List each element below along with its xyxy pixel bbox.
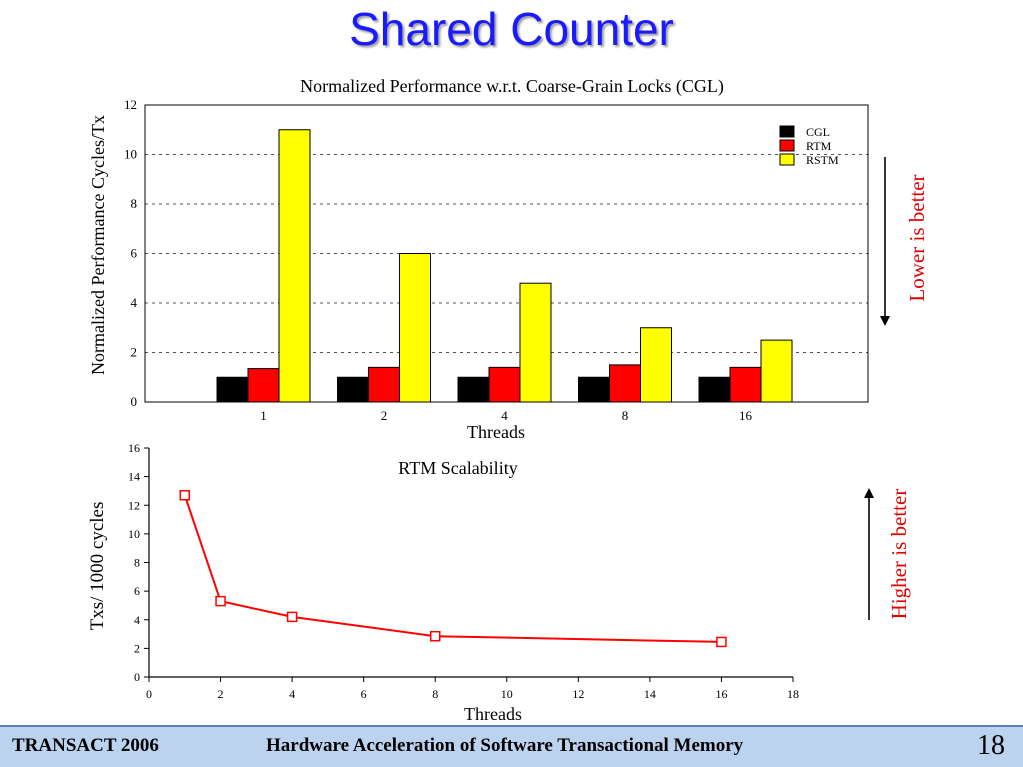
bar-rstm — [278, 129, 311, 403]
higher-better-arrowhead — [864, 488, 874, 498]
bar-chart-x-tick-label: 2 — [381, 408, 388, 423]
line-chart-x-tick-label: 18 — [787, 687, 799, 701]
line-chart-y-tick-label: 16 — [128, 441, 140, 455]
line-chart-series — [179, 489, 727, 648]
line-chart-point — [286, 611, 298, 623]
line-chart-x-tick-label: 4 — [289, 687, 295, 701]
bar-chart-y-tick-label: 6 — [131, 246, 138, 261]
legend-swatch-cgl — [779, 125, 795, 138]
bar-chart-x-ticks: 1 2 4 8 16 — [260, 408, 752, 423]
line-chart: RTM Scalability 0 2 4 6 8 10 12 14 16 0 2 4 6 8 10 12 1… — [87, 441, 911, 724]
legend-label-rstm: RSTM — [806, 153, 839, 167]
footer-conference: TRANSACT 2006 — [12, 735, 159, 756]
bar-rtm — [368, 366, 400, 403]
line-chart-y-axis-label: Txs/ 1000 cycles — [87, 502, 108, 631]
line-chart-y-tick-label: 8 — [134, 556, 140, 570]
line-chart-point — [716, 636, 727, 648]
bar-chart-y-tick-label: 2 — [131, 345, 138, 360]
higher-better-label: Higher is better — [887, 489, 911, 620]
bar-chart-gridlines — [145, 154, 868, 353]
line-chart-series-line — [183, 494, 722, 643]
line-chart-title: RTM Scalability — [398, 458, 517, 478]
slide-title: Shared Counter — [349, 3, 674, 55]
bar-chart-x-tick-label: 8 — [622, 408, 629, 423]
line-chart-x-axis-label: Threads — [464, 704, 522, 724]
bar-rstm — [760, 339, 793, 403]
bar-chart-plot-frame — [144, 104, 869, 403]
bar-cgl — [578, 376, 610, 403]
line-chart-point — [429, 630, 441, 642]
bar-chart-y-tick-label: 8 — [131, 196, 138, 211]
bar-chart-y-tick-label: 4 — [131, 295, 138, 310]
bar-chart-title: Normalized Performance w.r.t. Coarse-Gra… — [300, 76, 724, 97]
line-chart-y-tick-label: 12 — [128, 498, 140, 512]
line-chart-x-tick-label: 6 — [361, 687, 367, 701]
bar-rstm — [519, 282, 552, 403]
bar-rtm — [247, 368, 280, 403]
bar-rtm — [729, 366, 762, 403]
bar-rtm — [488, 366, 521, 403]
lower-better-arrowhead — [880, 316, 890, 326]
line-chart-x-tick-label: 14 — [644, 687, 656, 701]
bar-chart-x-axis-label: Threads — [467, 422, 525, 440]
line-chart-y-tick-label: 10 — [128, 527, 140, 541]
line-chart-x-tick-label: 12 — [572, 687, 584, 701]
footer-talk-title: Hardware Acceleration of Software Transa… — [266, 735, 744, 756]
legend-label-rtm: RTM — [806, 139, 832, 153]
bar-rtm — [609, 364, 641, 403]
bar-chart-y-ticks: 0 2 4 6 8 10 12 — [124, 97, 138, 409]
line-chart-y-tick-label: 4 — [134, 613, 140, 627]
line-chart-y-tick-label: 6 — [134, 584, 140, 598]
lower-better-label: Lower is better — [905, 174, 929, 301]
bar-chart-y-tick-label: 10 — [124, 147, 137, 162]
bar-rstm — [399, 253, 431, 403]
line-chart-x-tick-label: 0 — [146, 687, 152, 701]
line-chart-x-ticks: 0 2 4 6 8 10 12 14 16 18 — [146, 677, 799, 701]
line-chart-x-tick-label: 16 — [715, 687, 727, 701]
line-chart-point — [179, 489, 191, 501]
bar-chart-y-axis-label: Normalized Performance Cycles/Tx — [88, 115, 108, 375]
line-chart-axes — [148, 448, 793, 678]
line-chart-y-tick-label: 2 — [134, 641, 140, 655]
bar-cgl — [216, 376, 249, 403]
bar-cgl — [457, 376, 490, 403]
bar-chart: Normalized Performance w.r.t. Coarse-Gra… — [88, 76, 929, 440]
bar-chart-y-tick-label: 12 — [124, 97, 137, 112]
bar-cgl — [337, 376, 369, 403]
slide-footer: TRANSACT 2006 Hardware Acceleration of S… — [0, 725, 1023, 767]
bar-chart-x-tick-label: 16 — [739, 408, 753, 423]
line-chart-y-tick-label: 14 — [128, 470, 140, 484]
legend-swatch-rtm — [779, 139, 795, 152]
line-chart-x-tick-label: 8 — [432, 687, 438, 701]
line-chart-x-tick-label: 10 — [501, 687, 513, 701]
bar-cgl — [698, 376, 731, 403]
footer-page-number: 18 — [977, 730, 1005, 761]
legend-swatch-rstm — [779, 153, 795, 166]
line-chart-x-tick-label: 2 — [218, 687, 224, 701]
bar-chart-x-tick-label: 1 — [260, 408, 267, 423]
legend-label-cgl: CGL — [806, 125, 830, 139]
line-chart-y-tick-label: 0 — [134, 670, 140, 684]
line-chart-point — [215, 595, 226, 607]
bar-chart-x-tick-label: 4 — [501, 408, 508, 423]
bar-chart-bars — [216, 129, 793, 403]
line-chart-y-ticks: 0 2 4 6 8 10 12 14 16 — [128, 441, 149, 684]
bar-rstm — [640, 327, 672, 403]
bar-chart-y-tick-label: 0 — [131, 394, 138, 409]
